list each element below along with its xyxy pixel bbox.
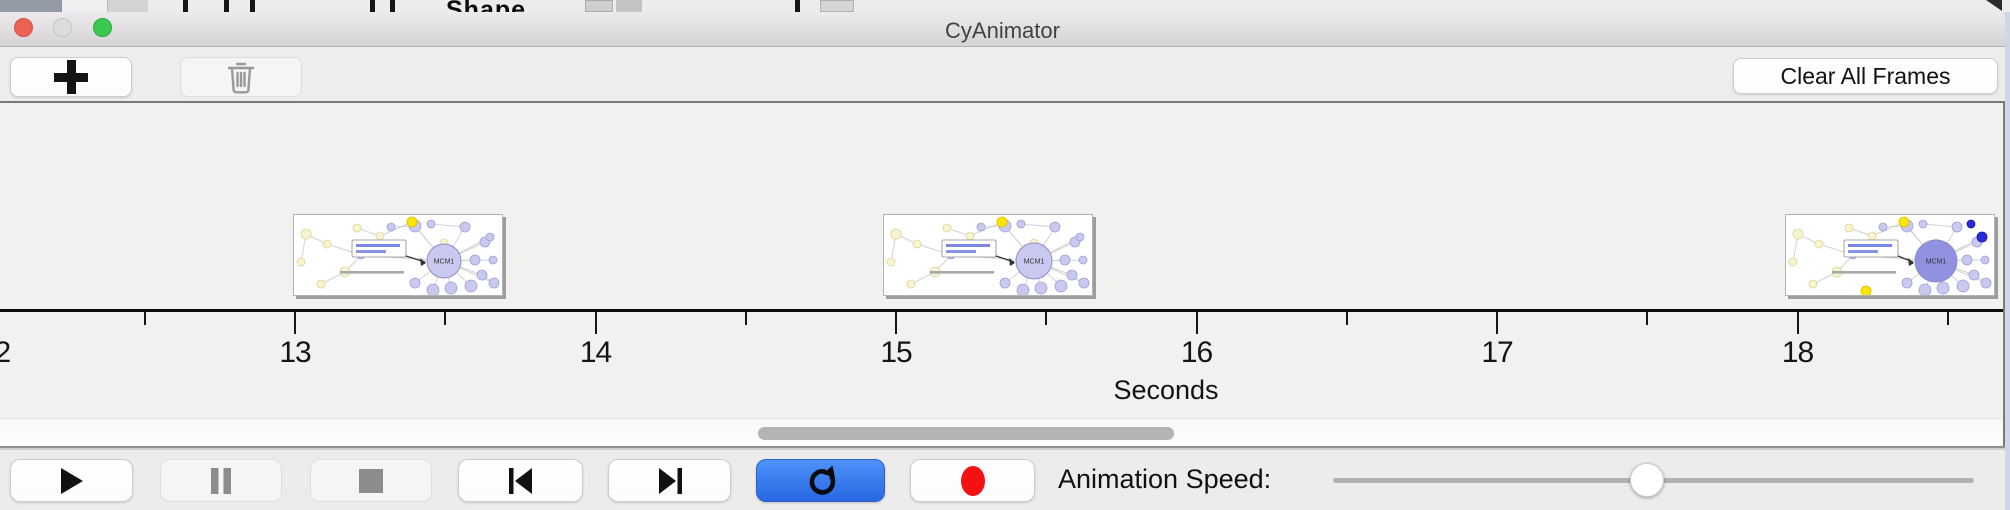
timeline-scrollbar-thumb[interactable] [758,427,1174,440]
axis-tick [1796,312,1799,334]
clear-all-frames-button[interactable]: Clear All Frames [1733,58,1998,94]
axis-tick-label: 17 [1481,336,1513,369]
axis-tick [594,312,597,334]
keyframe-thumbnail[interactable]: MCM1 [883,214,1093,297]
keyframe-thumbnail[interactable]: MCM1 [1785,214,1995,297]
stop-button[interactable] [310,459,432,502]
plus-icon [54,60,88,94]
axis-tick-label: 12 [0,336,11,370]
axis-tick [1195,312,1198,334]
animation-speed-slider-thumb[interactable] [1630,463,1665,497]
timeline-scrollbar-track[interactable] [0,418,2003,446]
loop-button[interactable] [756,459,885,502]
play-button[interactable] [10,459,133,502]
background-window-sliver: Shape [0,0,2010,12]
frame-toolbar: Clear All Frames [0,48,2005,101]
axis-tick [444,312,447,325]
background-toolbar-mark [370,0,375,12]
background-corner-shape [1986,0,2002,11]
zoom-window-button[interactable] [93,18,112,37]
axis-tick-label: 18 [1781,336,1814,369]
axis-tick-label: 13 [279,336,311,369]
clear-all-frames-label: Clear All Frames [1780,62,1951,89]
play-icon [60,467,83,494]
background-toolbar-mark [795,0,800,12]
skip-to-end-icon [658,467,682,494]
playback-bar: Animation Speed: [0,450,2005,510]
background-block [616,0,642,12]
axis-title: Seconds [1113,375,1219,405]
timeline-axis [0,309,2003,312]
trash-icon [227,62,255,94]
svg-text:MCM1: MCM1 [434,259,455,266]
svg-text:MCM1: MCM1 [1926,259,1947,266]
background-toolbar-mark [224,0,229,12]
axis-tick-label: 15 [880,336,912,369]
titlebar[interactable]: CyAnimator [0,12,2005,47]
background-block [820,0,854,12]
axis-tick [1946,312,1949,325]
axis-tick-label: 14 [579,336,612,369]
pause-icon [211,467,231,494]
record-button[interactable] [910,459,1035,502]
record-icon [960,465,985,496]
axis-tick [744,312,747,325]
background-partial-label: Shape [446,0,526,12]
keyframe-thumbnail[interactable]: MCM1 [293,214,503,297]
desktop-edge-strip [2005,12,2010,510]
add-frame-button[interactable] [10,57,132,97]
axis-tick [294,312,296,334]
skip-to-end-button[interactable] [608,459,731,502]
background-toolbar-mark [390,0,395,12]
background-block [108,0,148,12]
background-block [0,0,62,12]
axis-tick [1646,312,1649,325]
skip-to-start-icon [508,467,532,494]
background-block [585,0,613,12]
pause-button[interactable] [160,459,282,502]
background-toolbar-mark [250,0,255,12]
svg-text:MCM1: MCM1 [1024,259,1045,266]
axis-tick [1345,312,1348,325]
stop-icon [359,468,383,493]
minimize-window-button[interactable] [53,18,72,37]
skip-to-start-button[interactable] [458,459,583,502]
axis-tick [143,312,146,325]
background-block [62,0,108,12]
timeline-panel[interactable]: MCM1 MCM1 MCM1 12 13 14 15 16 17 18 Seconds [0,101,2005,446]
close-window-button[interactable] [14,18,33,37]
window-title: CyAnimator [945,18,1060,43]
cyanimator-window: CyAnimator Clear All Frames [0,12,2005,510]
axis-tick [1045,312,1048,325]
axis-tick [895,312,897,334]
panel-separator [0,446,2005,450]
axis-tick-label: 16 [1180,336,1213,369]
animation-speed-label: Animation Speed: [1058,464,1272,494]
axis-tick [1496,312,1498,334]
delete-frame-button[interactable] [180,57,302,97]
loop-icon [809,465,835,495]
background-toolbar-mark [183,0,188,12]
